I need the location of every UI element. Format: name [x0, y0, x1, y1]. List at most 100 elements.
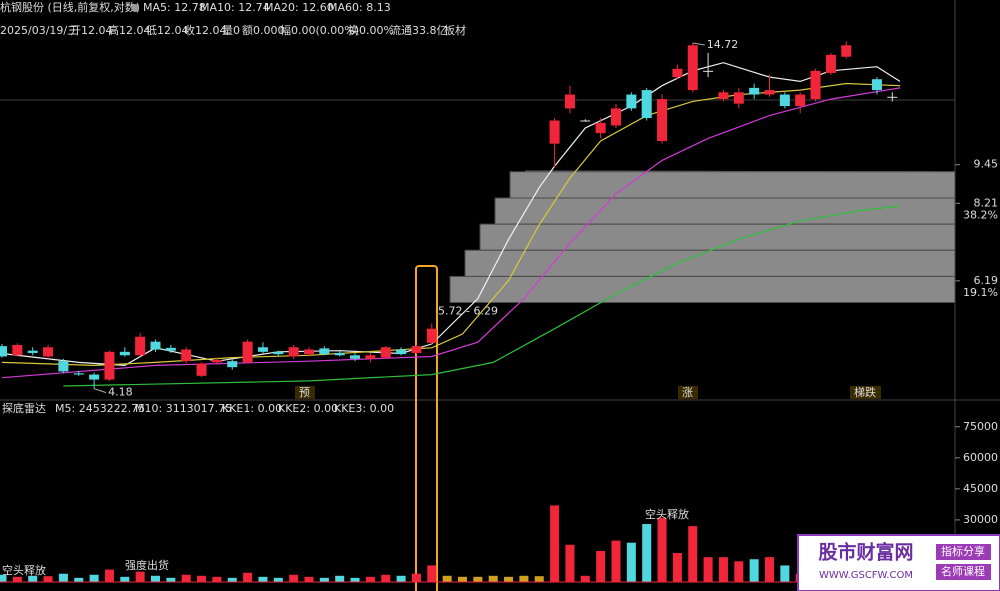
tag-box: [936, 564, 991, 580]
watermark-tag: 指标分享: [941, 544, 985, 558]
candle-body: [580, 120, 591, 122]
candle-body: [27, 350, 38, 353]
candle-body: [657, 99, 668, 142]
candle-body: [273, 351, 284, 355]
candle-body: [749, 87, 760, 95]
candle-body: [380, 347, 391, 358]
range-box: [449, 275, 956, 304]
volume-bar: [335, 575, 345, 582]
candle-body: [595, 122, 606, 134]
signal-box: [678, 386, 698, 399]
legend-item: KKE2: 0.00: [278, 402, 338, 415]
candle-body: [227, 361, 238, 368]
volume-bar: [135, 571, 145, 582]
candle-body: [365, 355, 376, 359]
annotation: 空头释放: [2, 563, 46, 577]
legend-item: KKE3: 0.00: [334, 402, 394, 415]
candle-body: [0, 346, 7, 357]
volume-bar: [289, 574, 299, 582]
watermark-title: 股市财富网: [818, 541, 913, 564]
leader: [692, 42, 705, 46]
info-item: 换0.00%: [348, 23, 394, 37]
candle-body: [257, 347, 268, 352]
volume-bar: [458, 576, 467, 582]
ma-line: [63, 205, 901, 387]
candle-body: [564, 94, 575, 109]
range-box: [464, 249, 956, 277]
candle-body: [718, 92, 729, 100]
candle-body: [626, 94, 637, 109]
volume-bar: [596, 550, 606, 582]
volume-bar: [642, 524, 652, 582]
candle-body: [641, 90, 652, 119]
candle-body: [871, 79, 882, 91]
volume-bar: [427, 565, 437, 582]
legend-item: KKE1: 0.00: [222, 402, 282, 415]
volume-bar: [442, 575, 452, 582]
info-item: 收12.04: [184, 23, 227, 37]
volume-bar: [181, 574, 191, 582]
volume-bar: [765, 557, 774, 582]
candle-body: [764, 90, 775, 95]
volume-bar: [365, 576, 375, 582]
info-item: 额0.000: [242, 24, 285, 37]
legend-item: M10: 3113017.75: [135, 402, 232, 415]
candle-body: [687, 45, 698, 91]
candle-body: [887, 96, 898, 98]
signal-box: [295, 386, 315, 399]
volume-bar: [304, 576, 314, 582]
candle-body: [549, 120, 560, 144]
low-label: 4.18: [108, 386, 133, 399]
candle-body: [211, 359, 222, 363]
volume-bar: [212, 576, 222, 582]
watermark-tag: 名师课程: [941, 564, 985, 578]
ma-line: [1, 62, 901, 367]
volume-bar: [534, 576, 544, 582]
signal: 梯跌: [854, 385, 876, 399]
volume-bar: [28, 575, 38, 582]
volume-bar: [718, 557, 728, 582]
volume-bar: [488, 575, 498, 582]
candle-body: [73, 373, 84, 375]
candle-body: [825, 54, 836, 73]
volume-bar: [519, 575, 529, 582]
legend-item: MA5: 12.78: [143, 1, 206, 14]
y-tick-label: 8.21: [974, 196, 999, 209]
candle-body: [810, 70, 821, 100]
volume-bar: [688, 526, 698, 582]
tag-box: [936, 544, 991, 560]
ma-line: [1, 87, 901, 379]
candle-body: [288, 347, 299, 357]
volume-bar: [657, 517, 667, 582]
volume-bar: [350, 577, 360, 582]
candle-body: [150, 341, 161, 350]
candle-body: [611, 108, 621, 126]
icon: [131, 4, 139, 12]
info-item: 开12.04: [70, 24, 113, 37]
candle-body: [135, 336, 146, 356]
candle-body: [43, 347, 54, 357]
volume-bar: [780, 565, 790, 582]
candle-body: [165, 347, 176, 351]
fib-label: 19.1%: [963, 286, 998, 299]
info-item: 流通33.8亿: [390, 23, 448, 37]
candle-body: [12, 345, 23, 356]
signal-box: [850, 386, 881, 399]
candle-body: [304, 349, 314, 355]
candle-body: [319, 348, 330, 355]
legend-item: M5: 2453222.75: [55, 402, 145, 415]
volume-bar: [504, 576, 514, 582]
annotation: 强度出货: [125, 558, 169, 572]
candle-body: [242, 341, 253, 363]
candle-body: [779, 94, 790, 107]
candle-body: [672, 68, 683, 78]
range-label: 5.72 - 6.29: [438, 305, 498, 318]
candle-body: [350, 355, 361, 359]
volume-bar: [58, 573, 68, 582]
volume-bar: [12, 576, 22, 582]
volume-bar: [411, 573, 421, 582]
candle-body: [733, 92, 744, 104]
volume-bar: [473, 576, 483, 582]
y-tick-label: 6.19: [974, 274, 999, 287]
